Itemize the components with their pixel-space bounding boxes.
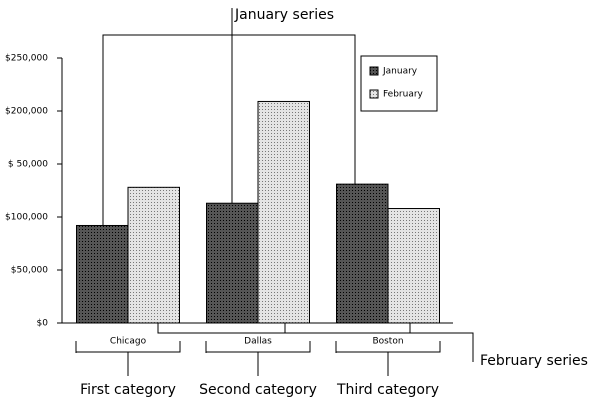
january-bracket [102,34,356,225]
bar [127,186,180,324]
series-annotation: February series [480,353,588,369]
x-tick-label: Chicago [110,337,147,347]
bar [387,208,440,324]
february-bracket [157,323,474,362]
bar [76,224,129,324]
bar [336,183,389,324]
y-tick-label: $ 50,000 [8,160,48,170]
category-annotation: Third category [336,382,439,398]
category-annotation: Second category [199,382,317,398]
legend-swatch [369,89,379,99]
y-tick-label: $0 [37,319,49,329]
legend-label: January [382,67,418,77]
x-tick-label: Boston [372,337,403,347]
bar [257,100,310,324]
y-tick-label: $100,000 [5,213,48,223]
y-tick-label: $200,000 [5,107,48,117]
category-annotation: First category [80,382,176,398]
bar [206,202,259,324]
x-tick-label: Dallas [244,337,272,347]
y-tick-label: $50,000 [11,266,48,276]
legend-box [360,55,438,112]
legend-label: February [383,90,424,100]
legend-swatch [369,66,379,76]
y-tick-label: $250,000 [5,54,48,64]
series-annotation: January series [234,7,334,23]
